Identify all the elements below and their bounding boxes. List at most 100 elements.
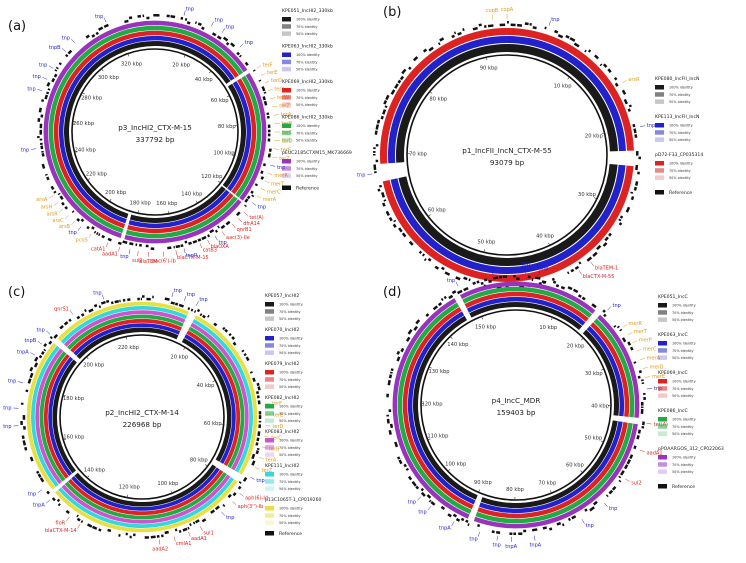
kbp-tick-label: 90 kbp xyxy=(480,66,499,72)
kbp-tick xyxy=(63,438,67,441)
kbp-tick xyxy=(183,347,186,350)
gene-label: tnpA xyxy=(505,544,517,550)
legend-heading: KPE082_IncHI2 xyxy=(265,395,299,401)
cds-mark xyxy=(37,473,42,478)
gene-leader xyxy=(61,48,66,52)
cds-mark xyxy=(41,150,44,153)
identity-ring-4 xyxy=(516,286,593,318)
legend-swatch xyxy=(282,17,291,22)
cds-mark xyxy=(383,99,388,105)
cds-mark xyxy=(46,490,50,495)
gene-label: tnp xyxy=(226,25,234,31)
legend-text: 100% identity xyxy=(672,380,696,384)
cds-track xyxy=(20,295,262,539)
kbp-tick-label: 160 kbp xyxy=(63,435,85,441)
gene-label: terD xyxy=(282,139,293,145)
gene-label: qnrB1 xyxy=(237,227,252,233)
gene-label: sul1 xyxy=(203,530,213,536)
cds-mark xyxy=(388,374,393,379)
cds-mark xyxy=(477,524,481,528)
cds-mark xyxy=(565,34,570,39)
kbp-tick xyxy=(231,154,235,156)
cds-mark xyxy=(587,49,592,53)
cds-mark xyxy=(214,229,219,233)
legend-text: 50% identity xyxy=(672,470,694,474)
cds-mark xyxy=(43,343,48,348)
gene-leader xyxy=(250,476,255,480)
cds-mark xyxy=(502,275,508,279)
cds-mark xyxy=(209,228,215,234)
cds-mark xyxy=(237,485,242,490)
cds-mark xyxy=(180,244,184,248)
cds-mark xyxy=(581,296,586,301)
gene-leader xyxy=(42,76,48,80)
cds-mark xyxy=(98,26,104,31)
legend-reference: Reference xyxy=(672,484,695,490)
legend-heading: KPE051_IncHI2_330kb xyxy=(282,8,333,14)
gene-leader xyxy=(451,521,455,527)
cds-mark xyxy=(440,297,444,302)
gene-leader xyxy=(477,531,480,537)
identity-ring-3 xyxy=(516,291,589,322)
gene-leader xyxy=(496,535,498,541)
cds-mark xyxy=(197,238,202,242)
cds-mark xyxy=(384,105,388,109)
cds-mark xyxy=(268,148,272,152)
cds-mark xyxy=(114,300,120,304)
gene-label: tet(A) xyxy=(249,215,263,221)
kbp-tick-label: 20 kbp xyxy=(170,354,189,360)
identity-ring-2 xyxy=(466,296,516,313)
identity-ring-5 xyxy=(597,314,640,418)
legend-heading: KPE086_IncHI2_330kb xyxy=(282,115,333,121)
kbp-tick-label: 10 kbp xyxy=(539,325,558,331)
legend-swatch xyxy=(658,341,667,346)
cds-mark xyxy=(76,517,81,522)
cds-mark xyxy=(472,281,476,285)
gene-label: copA xyxy=(501,7,514,13)
cds-mark xyxy=(80,313,85,317)
cds-mark xyxy=(418,250,423,254)
cds-mark xyxy=(641,382,645,385)
gene-label: tnp xyxy=(215,18,223,24)
legend-swatch xyxy=(658,379,667,384)
identity-ring-7 xyxy=(142,301,189,316)
legend-swatch xyxy=(265,404,274,409)
cds-mark xyxy=(161,534,164,538)
gene-leader xyxy=(272,105,278,108)
cds-mark xyxy=(190,308,194,312)
cds-mark xyxy=(41,163,46,169)
cds-mark xyxy=(225,220,231,226)
panel-4: (d) 10 kbp 20 kbp 30 kbp 40 kbp 50 kbp 60 kbp 7… xyxy=(383,261,724,550)
cds-mark xyxy=(374,171,377,174)
cds-mark xyxy=(420,491,426,497)
cds-mark xyxy=(122,298,126,302)
cds-mark xyxy=(29,366,34,372)
cds-mark xyxy=(76,315,81,320)
legend-text: 70% identity xyxy=(296,167,318,171)
cds-mark xyxy=(167,246,172,250)
gene-label: terE xyxy=(267,70,277,76)
legend-reference: Reference xyxy=(279,531,302,537)
gene-leader xyxy=(604,502,608,507)
gene-leader xyxy=(137,250,139,256)
legend-swatch xyxy=(655,130,664,135)
cds-mark xyxy=(398,459,403,465)
identity-ring-1 xyxy=(582,329,619,416)
legend-text: 50% identity xyxy=(672,318,694,322)
kbp-tick xyxy=(551,317,553,321)
legend-swatch xyxy=(658,455,667,460)
cds-mark xyxy=(170,301,175,305)
gene-label: tnpA xyxy=(529,543,541,549)
cds-mark xyxy=(155,14,160,17)
identity-ring-3 xyxy=(464,291,516,309)
gene-leader xyxy=(37,89,43,92)
gene-leader xyxy=(492,14,494,20)
gene-label: blaCTX-M-55 xyxy=(583,274,615,280)
legend-text: 50% identity xyxy=(669,176,691,180)
legend-swatch xyxy=(655,168,664,173)
kbp-tick xyxy=(126,494,129,498)
legend-text: 50% identity xyxy=(669,100,691,104)
cds-mark xyxy=(256,382,260,387)
gene-leader xyxy=(53,202,59,206)
cds-mark xyxy=(39,123,43,129)
